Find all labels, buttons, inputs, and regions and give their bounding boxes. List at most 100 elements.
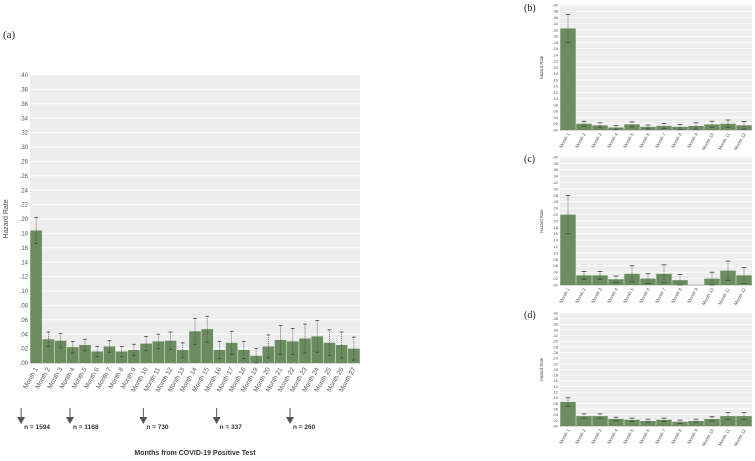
panel-label: (d) [524, 310, 536, 321]
bar [688, 420, 704, 426]
x-tick-label: Month 10 [701, 287, 715, 306]
annotation-label: n = 337 [220, 424, 243, 431]
y-tick-label: .28 [552, 193, 558, 198]
x-tick-label: Month 11 [717, 428, 731, 447]
y-tick-label: .10 [552, 96, 558, 101]
y-tick-label: .24 [552, 356, 558, 361]
bar [164, 340, 177, 363]
annotation-arrow-head [139, 417, 148, 424]
y-tick-label: .36 [552, 167, 558, 172]
y-tick-label: .08 [552, 102, 558, 107]
y-tick-label: .06 [552, 109, 558, 114]
bar [720, 416, 736, 426]
y-tick-label: .04 [552, 270, 558, 275]
y-tick-label: .16 [552, 378, 558, 383]
annotation-label: n = 1594 [24, 424, 50, 431]
bar [592, 275, 608, 285]
y-tick-label: .40 [552, 310, 558, 315]
x-tick-label: Month 2 [574, 428, 587, 445]
x-tick-label: Month 11 [717, 287, 731, 306]
bar [560, 214, 576, 285]
y-tick-label: .24 [552, 52, 558, 57]
y-tick-label: .40 [20, 73, 29, 79]
bar [576, 275, 592, 285]
x-tick-label: Month 9 [686, 287, 699, 304]
bar [624, 273, 640, 285]
bar [736, 416, 752, 426]
y-tick-label: .12 [20, 275, 29, 281]
y-tick-label: .04 [20, 332, 29, 338]
y-tick-label: .32 [552, 27, 558, 32]
bar [54, 340, 67, 363]
y-tick-label: .32 [552, 333, 558, 338]
y-tick-label: .18 [20, 232, 29, 238]
y-tick-label: .34 [552, 174, 558, 179]
bar [640, 420, 656, 426]
x-tick-label: Month 2 [574, 287, 587, 304]
x-tick-label: Month 12 [733, 287, 747, 306]
y-tick-label: .04 [552, 115, 558, 120]
x-tick-label: Month 1 [558, 428, 571, 445]
y-tick-label: .12 [552, 244, 558, 249]
y-tick-label: .26 [552, 46, 558, 51]
y-tick-label: .24 [552, 206, 558, 211]
chart-panel-3: (c) .00.02.04 .06.08 .10.12.14 .16.18 .20.22.… [524, 154, 752, 306]
bar [560, 401, 576, 426]
bar [189, 331, 201, 363]
y-axis-label: Hazard Rate [539, 209, 544, 233]
y-tick-label: .16 [552, 77, 558, 82]
y-tick-label: .28 [552, 40, 558, 45]
y-tick-label: .12 [552, 90, 558, 95]
y-tick-label: .26 [552, 350, 558, 355]
x-tick-label: Month 4 [606, 132, 619, 149]
y-tick-label: .30 [552, 339, 558, 344]
x-tick-label: Month 8 [670, 287, 683, 304]
y-tick-label: .00 [20, 361, 29, 367]
y-tick-label: .28 [552, 344, 558, 349]
panel-label: (c) [524, 154, 535, 165]
y-tick-label: .38 [552, 9, 558, 14]
y-tick-label: .34 [20, 116, 29, 122]
y-tick-label: .22 [552, 212, 558, 217]
y-tick-label: .36 [552, 322, 558, 327]
x-tick-label: Month 7 [654, 132, 667, 149]
x-tick-label: Month 10 [701, 132, 715, 151]
y-tick-label: .18 [552, 225, 558, 230]
x-tick-label: Month 9 [686, 132, 699, 149]
y-tick-label: .34 [552, 21, 558, 26]
bar [624, 419, 640, 426]
x-tick-label: Month 2 [574, 132, 587, 149]
y-tick-label: .20 [552, 367, 558, 372]
bar [42, 339, 55, 363]
y-tick-label: .20 [552, 218, 558, 223]
x-tick-label: Month 12 [733, 428, 747, 447]
y-tick-label: .30 [20, 145, 29, 151]
y-axis-label: Hazard Rate [3, 199, 10, 238]
y-tick-label: .36 [552, 15, 558, 20]
bar [176, 350, 189, 363]
bar [274, 339, 287, 363]
bar [576, 416, 592, 426]
annotation-arrow-head [286, 417, 294, 424]
annotation-label: n = 1168 [73, 424, 99, 431]
x-tick-label: Month 3 [590, 132, 603, 149]
bar [91, 351, 104, 363]
bar [128, 350, 140, 363]
annotation-arrow-head [66, 417, 74, 424]
y-tick-label: .38 [20, 88, 29, 94]
y-tick-label: .02 [552, 418, 558, 423]
y-tick-label: .10 [552, 395, 558, 400]
bar [79, 345, 91, 363]
annotation-arrow-head [212, 417, 221, 424]
x-tick-label: Month 6 [638, 428, 651, 445]
x-tick-label: Month 9 [686, 428, 699, 445]
bar [608, 418, 624, 426]
bar [560, 28, 576, 130]
y-tick-label: .14 [20, 260, 29, 266]
y-tick-label: .22 [552, 361, 558, 366]
x-tick-label: Month 6 [638, 287, 651, 304]
x-tick-label: Month 1 [558, 132, 571, 149]
y-tick-label: .22 [20, 203, 29, 209]
y-tick-label: .04 [552, 412, 558, 417]
